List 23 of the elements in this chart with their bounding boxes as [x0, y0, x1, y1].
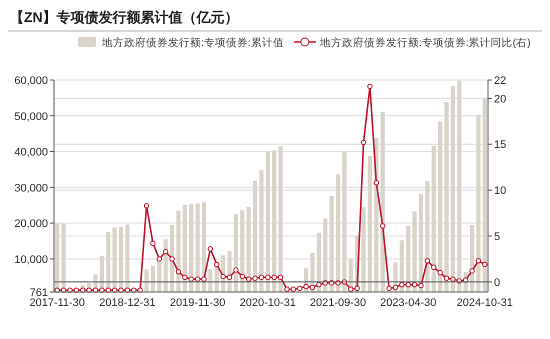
chart-title: 【ZN】专项债发行额累计值（亿元） [10, 9, 239, 25]
legend-label: 地方政府债券发行额:专项债券:累计值 [101, 36, 284, 49]
x-tick-label: 2017-11-30 [29, 297, 85, 309]
y2-tick-label: 22 [494, 75, 506, 87]
legend-label: 地方政府债券发行额:专项债券:累计同比(右) [318, 36, 531, 49]
y-tick-label: 60,000 [14, 75, 48, 87]
x-tick-label: 2024-10-31 [456, 297, 513, 309]
x-tick-label: 2020-10-31 [240, 297, 296, 309]
y2-tick-label: 0 [494, 276, 500, 289]
y-tick-label: 10,000 [14, 254, 48, 266]
y2-tick-label: 15 [494, 139, 506, 152]
y2-tick-label: 10 [494, 185, 506, 198]
x-tick-label: 2019-11-30 [170, 297, 226, 309]
x-tick-label: 2018-12-31 [99, 297, 156, 309]
y-tick-label: 761 [30, 287, 48, 299]
y-tick-label: 30,000 [14, 182, 48, 194]
y2-tick-label: 20 [494, 93, 506, 106]
y-tick-label: 40,000 [14, 146, 48, 159]
y-tick-label: 20,000 [14, 218, 48, 230]
y-tick-label: 50,000 [14, 110, 48, 123]
x-tick-label: 2021-09-30 [310, 297, 366, 309]
y2-tick-label: 5 [494, 231, 500, 244]
x-tick-label: 2023-04-30 [380, 297, 436, 309]
